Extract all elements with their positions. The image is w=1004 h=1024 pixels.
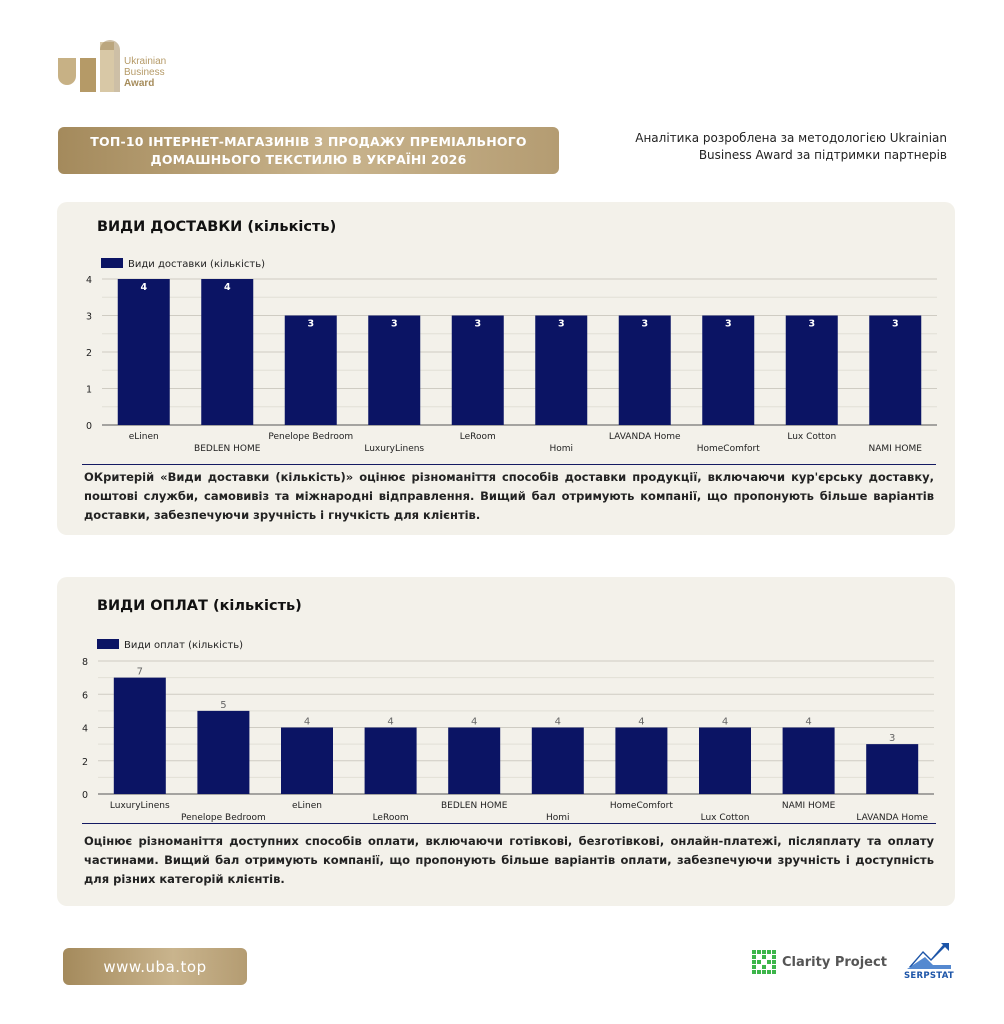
delivery-bar-chart: Види доставки (кількість) 0 1 2 3 4 4 eLinen 4 BE…: [57, 202, 955, 462]
delivery-divider: [82, 464, 936, 465]
bar-value-label: 3: [808, 319, 815, 330]
report-title-line2: ДОМАШНЬОГО ТЕКСТИЛЮ В УКРАЇНІ 2026: [90, 151, 526, 169]
y-tick-label: 2: [82, 757, 88, 768]
bar: [118, 279, 170, 425]
bar: [866, 744, 918, 794]
x-category-label: NAMI HOME: [869, 444, 923, 454]
bar-value-label: 4: [722, 717, 728, 728]
x-category-label: HomeComfort: [610, 801, 674, 811]
y-tick-label: 0: [82, 790, 88, 801]
bar-value-label: 4: [471, 717, 477, 728]
bar-value-label: 3: [391, 319, 398, 330]
x-category-label: NAMI HOME: [782, 801, 836, 811]
clarity-project-logo: Clarity Project: [752, 949, 887, 975]
y-tick-label: 6: [82, 690, 88, 701]
bar-value-label: 4: [555, 717, 561, 728]
website-link[interactable]: www.uba.top: [63, 948, 247, 985]
bar: [452, 316, 504, 426]
payment-description: Оцінює різноманіття доступних способів о…: [84, 832, 934, 889]
legend-label: Види оплат (кількість): [124, 639, 243, 651]
bar: [197, 711, 249, 794]
bar-value-label: 4: [805, 717, 811, 728]
logo-text: Ukrainian Business Award: [124, 56, 166, 89]
methodology-note: Аналітика розроблена за методологією Ukr…: [635, 130, 947, 164]
bar-value-label: 3: [889, 733, 895, 744]
x-category-label: Penelope Bedroom: [181, 813, 266, 822]
x-category-label: Lux Cotton: [701, 813, 750, 822]
y-tick-label: 2: [86, 348, 92, 359]
delivery-description: ОКритерій «Види доставки (кількість)» оц…: [84, 468, 934, 525]
bar-value-label: 3: [725, 319, 732, 330]
clarity-project-name: Clarity Project: [782, 955, 887, 970]
legend-swatch: [97, 639, 119, 649]
bar-value-label: 4: [638, 717, 644, 728]
clarity-project-icon: [752, 950, 776, 974]
bar: [365, 728, 417, 795]
bar: [114, 678, 166, 794]
report-title-banner: ТОП-10 ІНТЕРНЕТ-МАГАЗИНІВ З ПРОДАЖУ ПРЕМ…: [58, 127, 559, 174]
bar-value-label: 3: [641, 319, 648, 330]
payment-bar-chart: Види оплат (кількість) 0 2 4 6 8 7 LuxuryLinens…: [57, 577, 955, 822]
x-category-label: Lux Cotton: [787, 432, 836, 442]
x-category-label: Penelope Bedroom: [268, 432, 353, 442]
x-category-label: LAVANDA Home: [609, 432, 681, 442]
x-category-label: HomeComfort: [697, 444, 761, 454]
bar-value-label: 4: [224, 282, 231, 293]
x-category-label: LuxuryLinens: [110, 801, 170, 811]
bar: [201, 279, 253, 425]
x-category-label: LeRoom: [460, 432, 496, 442]
bar-value-label: 4: [140, 282, 147, 293]
x-category-label: LuxuryLinens: [364, 444, 424, 454]
x-category-label: BEDLEN HOME: [441, 801, 508, 811]
serpstat-logo: SERPSTAT: [903, 941, 955, 983]
y-tick-label: 3: [86, 312, 92, 323]
x-category-label: LAVANDA Home: [856, 813, 928, 822]
y-tick-label: 4: [86, 275, 92, 286]
report-title-line1: ТОП-10 ІНТЕРНЕТ-МАГАЗИНІВ З ПРОДАЖУ ПРЕМ…: [90, 133, 526, 151]
bar: [368, 316, 420, 426]
serpstat-icon: [903, 941, 955, 971]
bar: [532, 728, 584, 795]
ukrainian-business-award-logo: [56, 36, 186, 94]
x-category-label: Homi: [546, 813, 570, 822]
bar-value-label: 4: [387, 717, 393, 728]
payment-divider: [82, 823, 936, 824]
bar: [786, 316, 838, 426]
bar-value-label: 5: [220, 700, 226, 711]
legend-label: Види доставки (кількість): [128, 258, 265, 270]
y-tick-label: 4: [82, 724, 88, 735]
bar-value-label: 3: [474, 319, 481, 330]
y-tick-label: 8: [82, 657, 88, 668]
bar: [619, 316, 671, 426]
bar: [702, 316, 754, 426]
bar: [448, 728, 500, 795]
bar: [281, 728, 333, 795]
bar: [535, 316, 587, 426]
bar: [285, 316, 337, 426]
x-category-label: eLinen: [129, 432, 159, 442]
bar: [615, 728, 667, 795]
serpstat-name: SERPSTAT: [903, 971, 955, 981]
bar-value-label: 3: [892, 319, 899, 330]
bar-value-label: 3: [307, 319, 314, 330]
bar: [783, 728, 835, 795]
x-category-label: Homi: [549, 444, 573, 454]
bar: [699, 728, 751, 795]
bar-value-label: 3: [558, 319, 565, 330]
bar-value-label: 7: [137, 667, 143, 678]
x-category-label: LeRoom: [373, 813, 409, 822]
y-tick-label: 0: [86, 421, 92, 432]
x-category-label: BEDLEN HOME: [194, 444, 261, 454]
x-category-label: eLinen: [292, 801, 322, 811]
payment-chart-card: ВИДИ ОПЛАТ (кількість) Види оплат (кільк…: [57, 577, 955, 906]
bar: [869, 316, 921, 426]
delivery-chart-card: ВИДИ ДОСТАВКИ (кількість) Види доставки …: [57, 202, 955, 535]
bar-value-label: 4: [304, 717, 310, 728]
y-tick-label: 1: [86, 385, 92, 396]
legend-swatch: [101, 258, 123, 268]
